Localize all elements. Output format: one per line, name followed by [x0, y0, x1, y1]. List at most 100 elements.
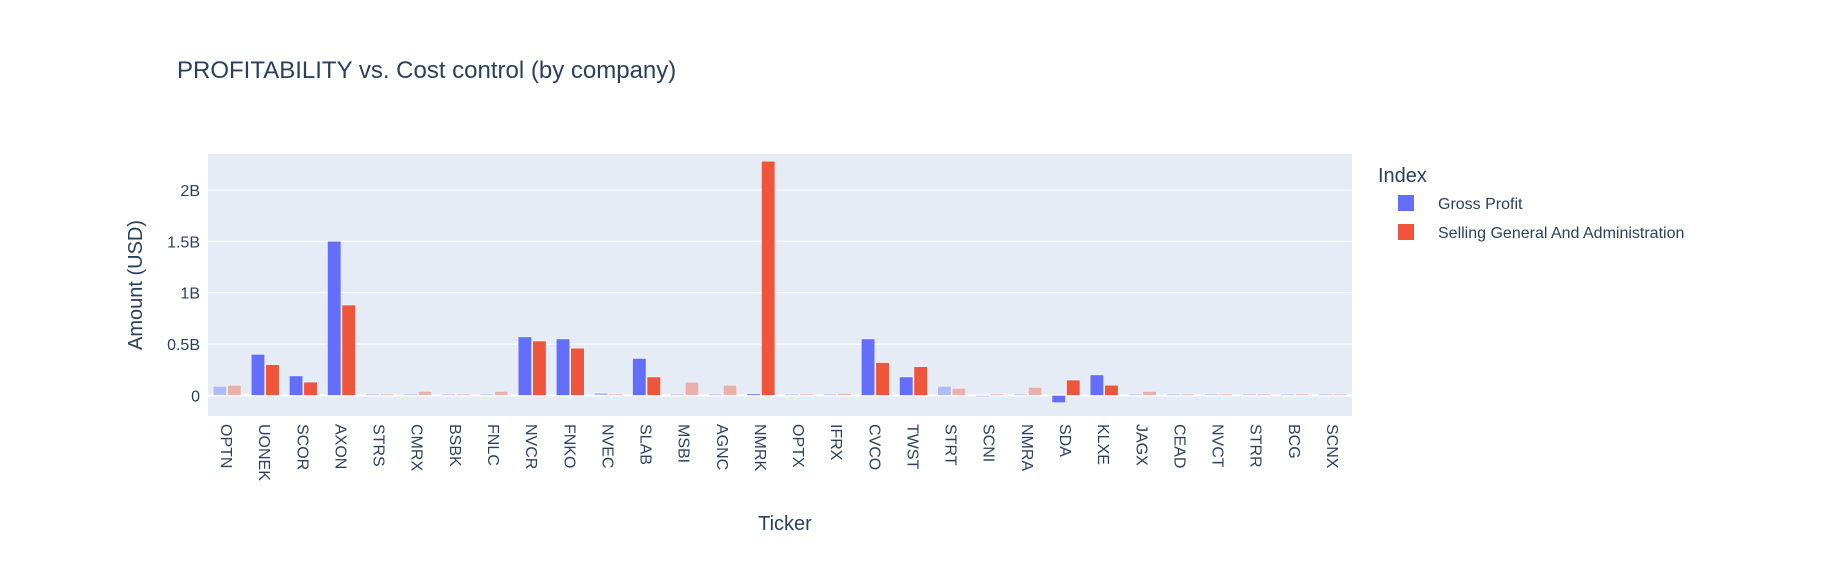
legend-title: Index — [1378, 165, 1427, 187]
x-tick-label: AXON — [331, 424, 348, 469]
legend-label-gross-profit: Gross Profit — [1438, 196, 1523, 213]
x-tick-label: FNLC — [484, 424, 501, 466]
bar-bsbk-sga[interactable] — [456, 393, 471, 396]
bar-optx-sga[interactable] — [799, 393, 814, 396]
bar-nmra-sga[interactable] — [1028, 386, 1043, 396]
x-axis-label: Ticker — [758, 513, 812, 535]
y-tick-label: 1.5B — [167, 234, 200, 251]
x-tick-label: BSBK — [446, 424, 463, 467]
bar-slab-sga[interactable] — [646, 376, 661, 396]
bar-uonek-gross-profit[interactable] — [250, 354, 265, 396]
x-tick-label: KLXE — [1094, 424, 1111, 465]
bar-sda-sga[interactable] — [1066, 379, 1081, 396]
bar-jagx-gross-profit[interactable] — [1128, 393, 1143, 396]
bar-strt-gross-profit[interactable] — [937, 385, 952, 396]
bar-fnko-gross-profit[interactable] — [556, 338, 571, 396]
y-tick-label: 0 — [191, 388, 200, 405]
bar-agnc-gross-profit[interactable] — [708, 393, 723, 396]
bar-scni-gross-profit[interactable] — [975, 395, 990, 398]
x-tick-label: FNKO — [560, 424, 577, 468]
bar-cmrx-sga[interactable] — [417, 391, 432, 396]
bar-nvec-sga[interactable] — [608, 393, 623, 396]
bar-sda-gross-profit[interactable] — [1051, 395, 1066, 403]
legend: Index Gross Profit Selling General And A… — [1378, 165, 1684, 242]
bar-fnko-sga[interactable] — [570, 347, 585, 396]
bar-strt-sga[interactable] — [951, 388, 966, 396]
bar-ifrx-sga[interactable] — [837, 393, 852, 396]
bar-klxe-gross-profit[interactable] — [1089, 374, 1104, 396]
bar-optn-sga[interactable] — [227, 384, 242, 396]
x-tick-label: NMRA — [1018, 424, 1035, 471]
bar-klxe-sga[interactable] — [1104, 384, 1119, 396]
x-tick-label: AGNC — [713, 424, 730, 470]
bar-twst-sga[interactable] — [913, 366, 928, 396]
x-tick-label: SLAB — [637, 424, 654, 465]
x-tick-label: MSBI — [675, 424, 692, 463]
x-tick-label: JAGX — [1132, 424, 1149, 466]
x-tick-label: STRT — [942, 424, 959, 466]
bar-fnlc-gross-profit[interactable] — [479, 393, 494, 396]
legend-swatch-sga — [1398, 224, 1414, 240]
bar-axon-sga[interactable] — [341, 304, 356, 396]
y-axis-label: Amount (USD) — [125, 220, 147, 350]
y-tick-label: 0.5B — [167, 337, 200, 354]
bar-bcg-sga[interactable] — [1295, 393, 1310, 396]
bar-cmrx-gross-profit[interactable] — [403, 393, 418, 396]
bar-fnlc-sga[interactable] — [494, 391, 509, 396]
bar-bcg-gross-profit[interactable] — [1280, 393, 1295, 396]
bar-bsbk-gross-profit[interactable] — [441, 393, 456, 396]
bar-scni-sga[interactable] — [989, 393, 1004, 396]
bar-uonek-sga[interactable] — [265, 364, 280, 396]
bar-strr-gross-profit[interactable] — [1242, 393, 1257, 396]
grid-lines — [208, 189, 1352, 397]
x-tick-label: BCG — [1285, 424, 1302, 459]
y-tick-label: 2B — [180, 183, 200, 200]
bar-twst-gross-profit[interactable] — [899, 376, 914, 396]
bar-cead-sga[interactable] — [1180, 393, 1195, 396]
bar-jagx-sga[interactable] — [1142, 391, 1157, 396]
legend-item-gross-profit[interactable]: Gross Profit — [1398, 195, 1523, 213]
bar-nmra-gross-profit[interactable] — [1013, 393, 1028, 396]
bar-strr-sga[interactable] — [1256, 393, 1271, 396]
bar-agnc-sga[interactable] — [723, 384, 738, 396]
x-tick-label: SCNI — [980, 424, 997, 462]
bar-nvcr-sga[interactable] — [532, 340, 547, 396]
x-tick-label: NVCR — [522, 424, 539, 469]
x-tick-label: SDA — [1056, 424, 1073, 457]
x-tick-label: SCOR — [293, 424, 310, 470]
bar-slab-gross-profit[interactable] — [632, 358, 647, 396]
bar-nvct-sga[interactable] — [1218, 393, 1233, 396]
x-tick-label: CEAD — [1170, 424, 1187, 468]
x-tick-label: CMRX — [408, 424, 425, 471]
y-tick-label: 1B — [180, 286, 200, 303]
bar-nmrk-sga[interactable] — [761, 160, 776, 396]
x-tick-label: UONEK — [255, 424, 272, 481]
bar-optx-gross-profit[interactable] — [784, 393, 799, 396]
bar-optn-gross-profit[interactable] — [212, 385, 227, 396]
bar-scnx-sga[interactable] — [1333, 393, 1348, 396]
bar-ifrx-gross-profit[interactable] — [822, 393, 837, 396]
bar-strs-sga[interactable] — [379, 393, 394, 396]
bar-cvco-gross-profit[interactable] — [861, 338, 876, 396]
bar-cvco-sga[interactable] — [875, 362, 890, 396]
x-tick-label: STRS — [370, 424, 387, 467]
legend-label-sga: Selling General And Administration — [1438, 225, 1684, 242]
legend-item-sga[interactable]: Selling General And Administration — [1398, 224, 1684, 242]
bar-nvcr-gross-profit[interactable] — [517, 336, 532, 396]
bar-strs-gross-profit[interactable] — [365, 393, 380, 396]
chart-title: PROFITABILITY vs. Cost control (by compa… — [177, 57, 676, 84]
bar-msbi-sga[interactable] — [684, 381, 699, 396]
bar-nvec-gross-profit[interactable] — [594, 392, 609, 396]
bars — [212, 160, 1348, 403]
bar-axon-gross-profit[interactable] — [327, 241, 342, 396]
bar-scor-sga[interactable] — [303, 381, 318, 396]
bar-msbi-gross-profit[interactable] — [670, 393, 685, 396]
x-tick-label: STRR — [1247, 424, 1264, 468]
bar-scor-gross-profit[interactable] — [289, 375, 304, 396]
bar-cead-gross-profit[interactable] — [1166, 393, 1181, 396]
bar-nmrk-gross-profit[interactable] — [746, 393, 761, 396]
bar-scnx-gross-profit[interactable] — [1318, 393, 1333, 396]
bar-nvct-gross-profit[interactable] — [1204, 393, 1219, 396]
